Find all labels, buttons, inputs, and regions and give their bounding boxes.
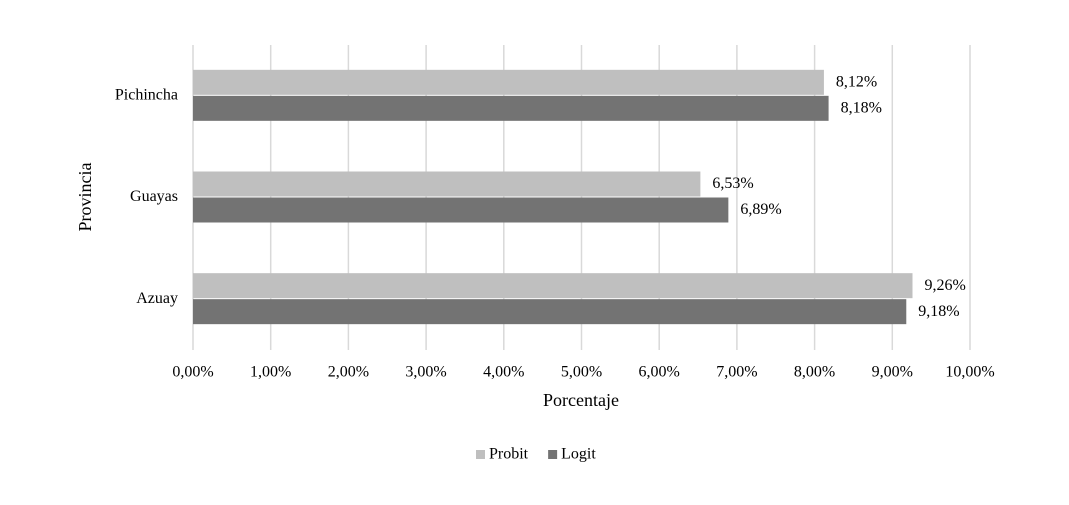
y-tick-label: Guayas: [130, 188, 178, 205]
data-label: 9,26%: [925, 277, 966, 294]
x-tick-label: 8,00%: [794, 364, 835, 381]
x-tick-label: 4,00%: [483, 364, 524, 381]
x-tick-label: 2,00%: [328, 364, 369, 381]
x-tick-label: 6,00%: [639, 364, 680, 381]
data-label: 9,18%: [918, 303, 959, 320]
legend-label: Logit: [561, 446, 596, 463]
y-axis-label: Provincia: [75, 163, 95, 232]
x-tick-label: 5,00%: [561, 364, 602, 381]
x-tick-label: 9,00%: [872, 364, 913, 381]
legend-swatch: [476, 450, 485, 459]
bar: [193, 273, 913, 299]
legend-label: Probit: [489, 446, 529, 463]
bar: [193, 171, 701, 197]
y-tick-label: Pichincha: [115, 87, 178, 104]
data-label: 8,12%: [836, 74, 877, 91]
y-tick-label: Azuay: [136, 290, 178, 307]
data-label: 6,53%: [712, 175, 753, 192]
data-label: 6,89%: [740, 201, 781, 218]
data-label: 8,18%: [841, 100, 882, 117]
bar: [193, 95, 829, 121]
x-axis-label: Porcentaje: [543, 390, 619, 410]
x-tick-label: 0,00%: [172, 364, 213, 381]
x-tick-label: 3,00%: [405, 364, 446, 381]
x-tick-label: 10,00%: [945, 364, 994, 381]
bar: [193, 197, 729, 223]
bar: [193, 69, 824, 95]
bar: [193, 299, 907, 325]
x-tick-label: 7,00%: [716, 364, 757, 381]
x-tick-label: 1,00%: [250, 364, 291, 381]
legend-swatch: [548, 450, 558, 459]
